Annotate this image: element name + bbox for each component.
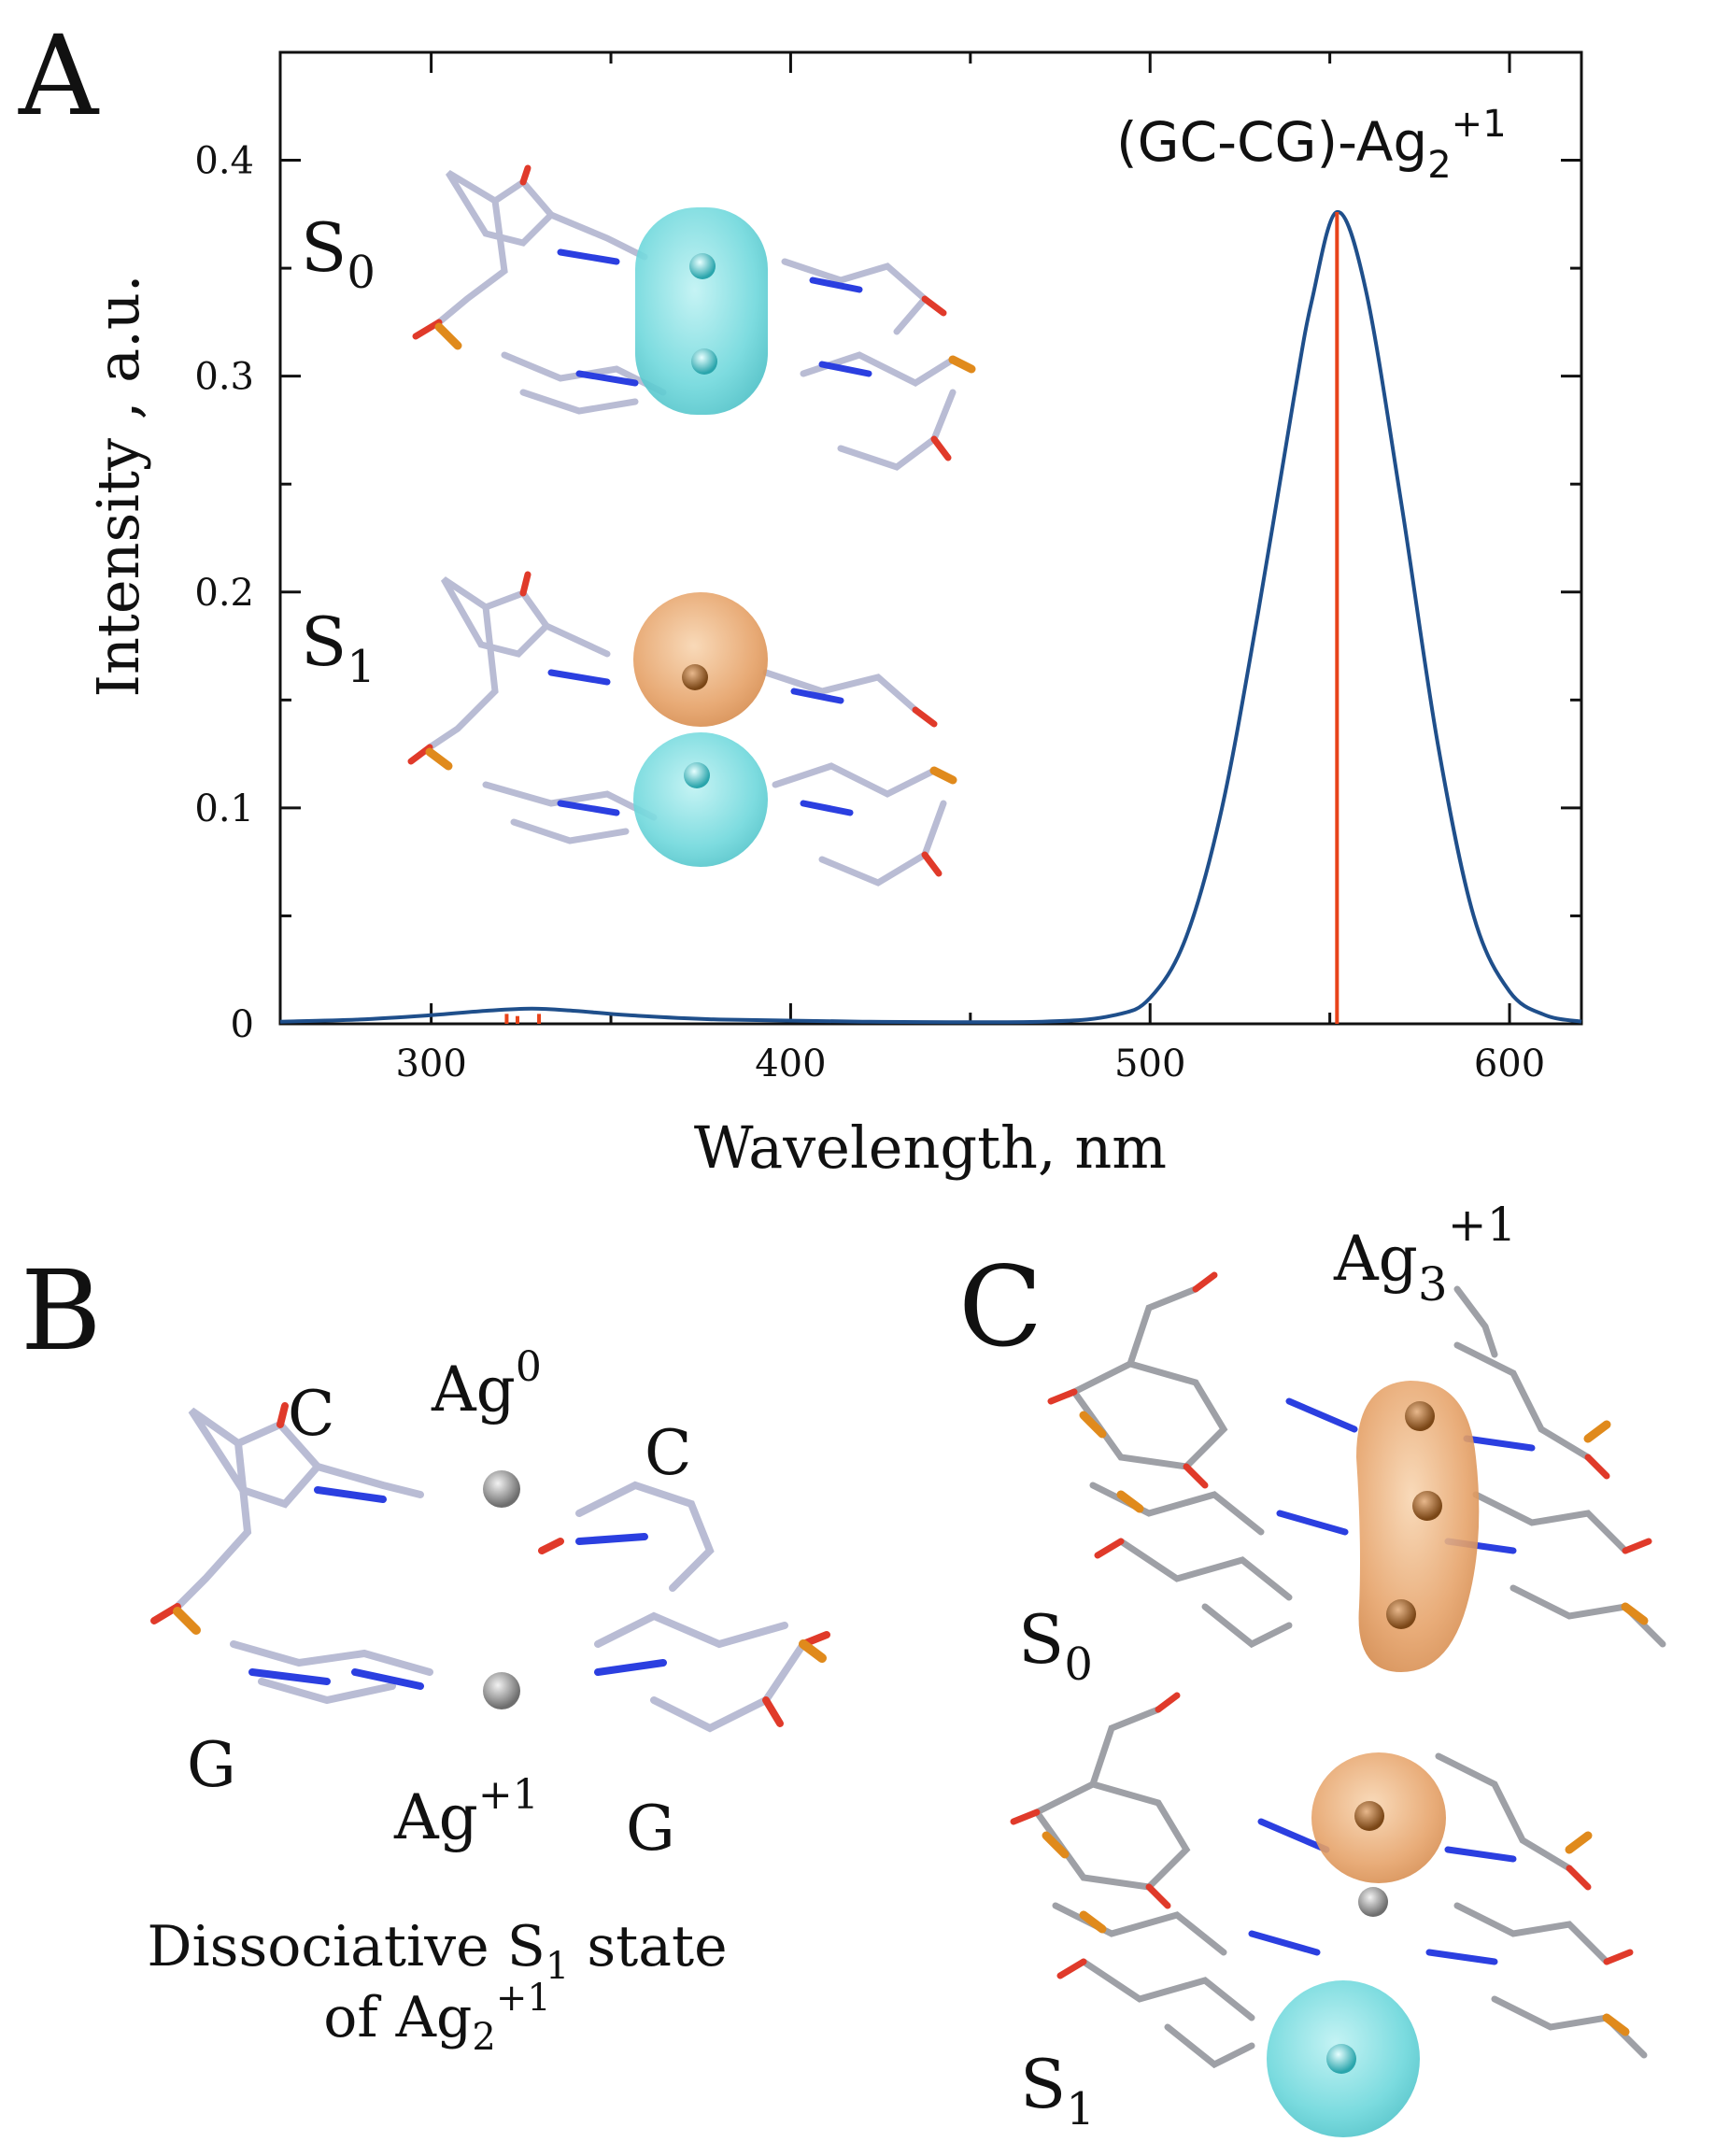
stick-layer	[504, 212, 1339, 1024]
molecule-a-s1	[407, 571, 957, 887]
chart-title: (GC-CG)-Ag2+1	[1116, 103, 1507, 187]
spectrum-plot: 300 400 500 600 0 0.1 0.2 0.3 0.4	[194, 50, 1583, 1085]
ag-atom	[689, 253, 716, 279]
ag-atom	[1354, 1801, 1384, 1831]
panel-c-s0-label: S0	[1018, 1600, 1093, 1691]
x-tick-label: 600	[1474, 1043, 1545, 1085]
panel-b-caption-line2: of Ag2+1	[323, 1977, 551, 2059]
ag-atom	[1386, 1599, 1416, 1629]
ag-atom-neutral	[483, 1470, 520, 1508]
panel-b-letter: B	[21, 1246, 102, 1375]
ag-atom	[682, 664, 708, 690]
y-tick-label: 0	[231, 1003, 254, 1046]
molecule-c-s0	[1047, 1271, 1666, 1672]
label-c-right: C	[645, 1417, 692, 1489]
y-tick-label: 0.4	[194, 140, 254, 183]
ag-atom-cation	[483, 1672, 520, 1709]
label-c-left: C	[288, 1378, 335, 1450]
label-ag-neutral: Ag0	[431, 1343, 542, 1426]
x-tick-label: 300	[395, 1043, 466, 1085]
y-tick-label: 0.3	[194, 356, 254, 399]
x-tick-label: 500	[1114, 1043, 1185, 1085]
spectrum-curve-layer	[279, 210, 1582, 1025]
spectrum-series-line	[279, 210, 1582, 1025]
molecule-a-s0	[412, 164, 976, 471]
molecule-c-s1	[1010, 1692, 1648, 2137]
y-tick-label: 0.1	[194, 787, 254, 830]
ag-atom	[1405, 1401, 1435, 1431]
x-axis-title: Wavelength, nm	[694, 1113, 1167, 1182]
orbital-orange-s1	[633, 592, 768, 727]
orbital-cyan-s0	[635, 207, 768, 415]
orbital-cyan-s1	[633, 732, 768, 867]
label-g-left: G	[187, 1729, 236, 1801]
x-tick-label: 400	[755, 1043, 826, 1085]
ag-atom	[691, 348, 717, 375]
axis-ticks: 300 400 500 600 0 0.1 0.2 0.3 0.4	[194, 50, 1581, 1085]
panel-a-letter: A	[18, 11, 100, 140]
label-g-right: G	[626, 1793, 675, 1865]
panel-a-s1-label: S1	[301, 603, 376, 693]
panel-c-s1-label: S1	[1020, 2045, 1095, 2135]
panel-a-s0-label: S0	[301, 208, 376, 299]
label-ag-cation: Ag+1	[393, 1771, 539, 1853]
panel-b-caption-line1: Dissociative S1 state	[147, 1914, 727, 1988]
orbital-orange-c-s0	[1356, 1381, 1480, 1672]
panel-c-cluster-label: Ag3+1	[1333, 1198, 1516, 1312]
ag-atom	[684, 762, 710, 788]
molecule-b	[150, 1402, 830, 1733]
ag-atom	[1326, 2044, 1356, 2074]
y-tick-label: 0.2	[194, 572, 254, 615]
y-axis-title: Intensity , a.u.	[84, 275, 152, 698]
ag-atom	[1358, 1887, 1388, 1917]
ag-atom	[1412, 1491, 1442, 1521]
panel-c-letter: C	[958, 1242, 1042, 1371]
plot-frame	[278, 50, 1583, 1026]
